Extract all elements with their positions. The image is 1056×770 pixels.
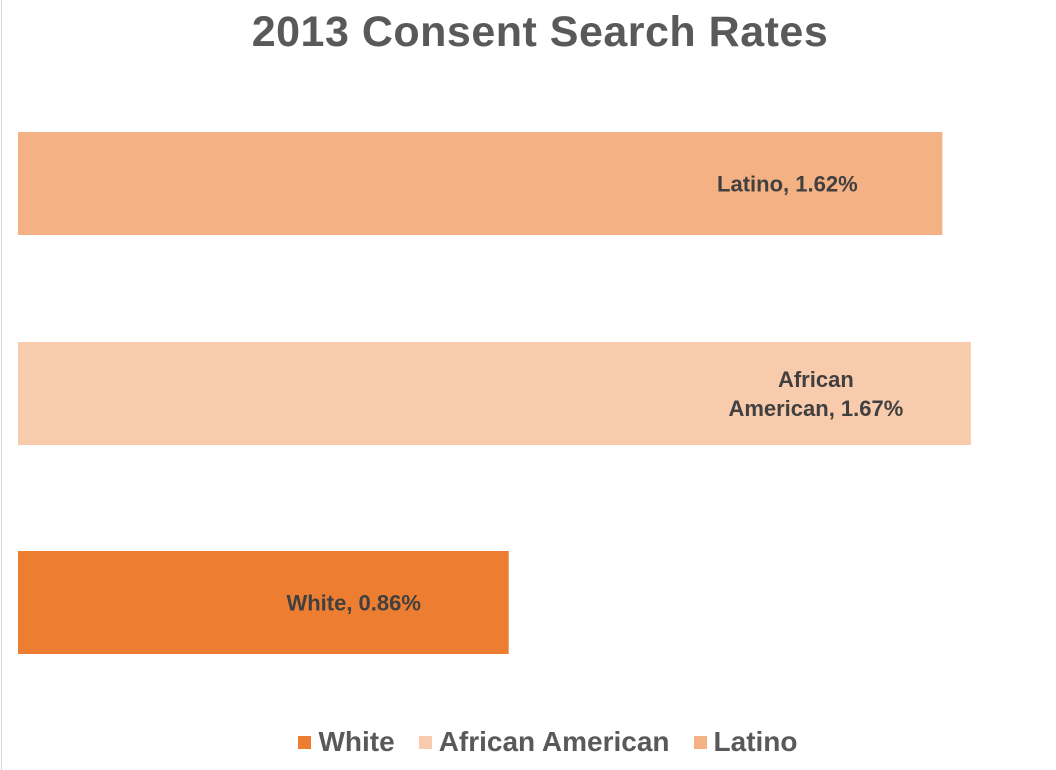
legend-label-latino: Latino: [713, 726, 798, 757]
data-label-african-american: African American, 1.67%: [728, 367, 903, 421]
legend: White African American Latino: [0, 726, 1056, 758]
legend-swatch-white: [298, 735, 312, 749]
bar-african-american: [18, 342, 971, 445]
legend-label-white: White: [318, 726, 395, 757]
bar-white: [18, 551, 509, 654]
legend-item-white: White: [298, 726, 395, 758]
bar-latino: [18, 132, 943, 235]
legend-item-latino: Latino: [693, 726, 798, 758]
legend-label-african-american: African American: [438, 726, 670, 757]
legend-item-african-american: African American: [418, 726, 670, 758]
data-label-white: White, 0.86%: [286, 591, 420, 616]
data-label-latino: Latino, 1.62%: [717, 172, 858, 197]
legend-swatch-african-american: [418, 735, 432, 749]
legend-swatch-latino: [693, 735, 707, 749]
chart-title: 2013 Consent Search Rates: [251, 8, 829, 56]
